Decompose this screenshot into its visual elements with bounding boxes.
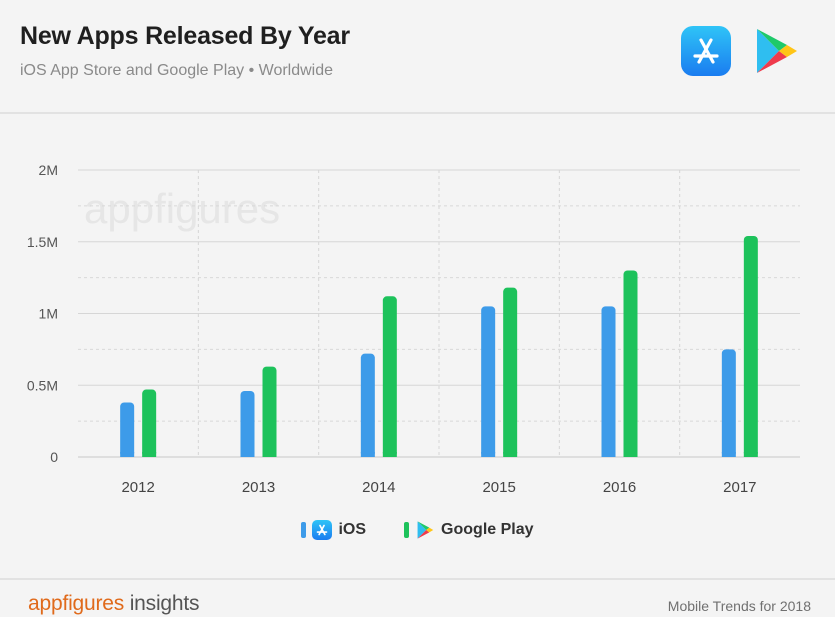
footer-brand-name: appfigures bbox=[28, 592, 125, 615]
google-play-icon bbox=[751, 26, 801, 76]
y-tick-label: 0.5M bbox=[27, 377, 58, 393]
legend-item-ios: iOS bbox=[301, 520, 366, 540]
bar-google-play-2014 bbox=[382, 296, 397, 457]
bar-base bbox=[623, 452, 638, 457]
footer-divider bbox=[0, 578, 835, 580]
x-tick-label: 2012 bbox=[121, 479, 154, 496]
y-tick-label: 1.5M bbox=[27, 234, 58, 250]
page-title: New Apps Released By Year bbox=[20, 22, 350, 50]
bar-ios-2012 bbox=[120, 402, 135, 457]
bar-base bbox=[382, 452, 397, 457]
footer-brand-suffix: insights bbox=[124, 592, 200, 615]
bar-base bbox=[601, 452, 616, 457]
bar-base bbox=[481, 452, 496, 457]
legend-item-google-play: Google Play bbox=[404, 520, 534, 540]
footer-brand: appfigures insights bbox=[28, 592, 200, 616]
bar-ios-2013 bbox=[240, 390, 255, 457]
x-tick-label: 2016 bbox=[603, 479, 636, 496]
x-tick-label: 2014 bbox=[362, 479, 395, 496]
bar-google-play-2013 bbox=[262, 366, 277, 457]
store-logos bbox=[681, 26, 801, 76]
bar-base bbox=[142, 452, 157, 457]
bar-base bbox=[721, 452, 736, 457]
bar-base bbox=[503, 452, 518, 457]
bar-base bbox=[262, 452, 277, 457]
bar-google-play-2016 bbox=[623, 270, 638, 457]
y-tick-label: 2M bbox=[39, 162, 58, 178]
bar-google-play-2012 bbox=[142, 389, 157, 457]
header: New Apps Released By Year iOS App Store … bbox=[0, 0, 835, 112]
header-divider bbox=[0, 112, 835, 114]
legend-swatch-ios bbox=[301, 522, 307, 538]
chart-legend: iOS Google Play bbox=[0, 520, 835, 540]
bar-base bbox=[360, 452, 375, 457]
bar-google-play-2017 bbox=[743, 236, 758, 457]
bar-base bbox=[120, 452, 135, 457]
footer-note: Mobile Trends for 2018 bbox=[667, 598, 811, 614]
bar-base bbox=[743, 452, 758, 457]
bar-ios-2014 bbox=[360, 353, 375, 457]
bar-ios-2015 bbox=[481, 306, 496, 457]
y-tick-label: 1M bbox=[39, 306, 58, 322]
legend-label-google-play: Google Play bbox=[441, 521, 534, 538]
chart-watermark: appfigures bbox=[84, 185, 280, 232]
x-tick-label: 2013 bbox=[242, 479, 275, 496]
x-tick-label: 2015 bbox=[482, 479, 515, 496]
page-subtitle: iOS App Store and Google Play • Worldwid… bbox=[20, 62, 334, 79]
bar-ios-2017 bbox=[721, 349, 736, 457]
bar-chart: appfigures 0 0.5M 1M 1.5M 2M 2012 2013 2014 2015 2… bbox=[27, 162, 800, 496]
legend-swatch-google-play bbox=[404, 522, 410, 538]
bar-ios-2016 bbox=[601, 306, 616, 457]
app-store-icon bbox=[312, 520, 333, 540]
bar-google-play-2015 bbox=[503, 287, 518, 457]
x-tick-label: 2017 bbox=[723, 479, 756, 496]
bar-base bbox=[240, 452, 255, 457]
google-play-icon bbox=[415, 520, 435, 540]
legend-label-ios: iOS bbox=[338, 521, 367, 538]
app-store-icon bbox=[681, 26, 731, 76]
y-tick-label: 0 bbox=[50, 449, 58, 465]
